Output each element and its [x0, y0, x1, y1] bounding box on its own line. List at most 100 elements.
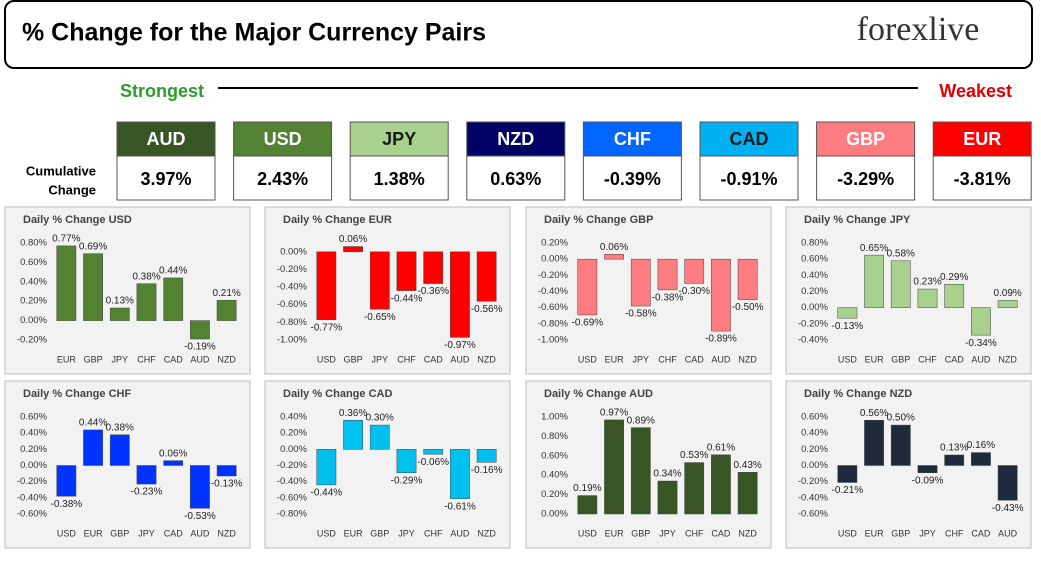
x-tick-label: AUD — [998, 528, 1018, 538]
y-tick-label: -0.40% — [277, 282, 308, 293]
bar — [971, 307, 991, 336]
x-tick-label: EUR — [605, 528, 625, 538]
value-label: 0.61% — [707, 442, 735, 453]
value-label: 0.06% — [159, 448, 187, 459]
y-tick-label: -0.80% — [538, 318, 569, 329]
bar — [944, 454, 965, 466]
x-tick-label: NZD — [217, 528, 236, 538]
bar — [343, 246, 363, 253]
bar — [56, 245, 77, 321]
chart-title: Daily % Change USD — [23, 214, 132, 226]
x-tick-label: GBP — [891, 528, 910, 538]
bar — [917, 288, 938, 308]
x-tick-label: EUR — [344, 528, 364, 538]
y-tick-label: -0.80% — [277, 317, 308, 328]
tile-header — [466, 121, 566, 157]
tile-value-box — [349, 155, 449, 201]
bar — [737, 472, 758, 515]
value-label: -0.77% — [311, 322, 343, 333]
tile-change: 2.43% — [257, 169, 308, 189]
x-tick-label: AUD — [971, 354, 991, 364]
header-box — [4, 0, 1033, 69]
value-label: 0.21% — [212, 288, 240, 299]
tile-header — [582, 121, 682, 157]
bar — [190, 320, 210, 340]
y-tick-label: -1.00% — [277, 335, 308, 346]
y-tick-label: 0.20% — [20, 296, 47, 307]
value-label: -0.56% — [471, 304, 503, 315]
x-tick-label: CAD — [164, 354, 184, 364]
tile-currency: NZD — [497, 129, 534, 149]
chart-title: Daily % Change EUR — [283, 214, 392, 226]
x-tick-label: NZD — [477, 528, 496, 538]
value-label: -0.50% — [732, 302, 764, 313]
value-label: -0.16% — [471, 465, 503, 476]
y-tick-label: 0.80% — [20, 238, 47, 249]
value-label: -0.89% — [705, 334, 737, 345]
tile-value-box — [582, 155, 682, 201]
value-label: 0.06% — [600, 242, 628, 253]
value-label: -0.19% — [184, 342, 216, 353]
x-tick-label: GBP — [344, 354, 363, 364]
bar — [476, 251, 497, 302]
value-label: 0.44% — [159, 266, 187, 277]
tile-value-box — [699, 155, 799, 201]
value-label: 0.69% — [79, 241, 107, 252]
value-label: 0.53% — [680, 450, 708, 461]
bar — [423, 449, 444, 455]
x-tick-label: USD — [578, 354, 598, 364]
bar — [343, 419, 363, 450]
value-label: -0.65% — [364, 312, 396, 323]
bar — [864, 254, 884, 308]
bar — [577, 495, 598, 515]
bar — [864, 419, 884, 466]
bar — [369, 424, 390, 450]
value-label: 0.13% — [940, 443, 968, 454]
value-label: 0.77% — [52, 234, 80, 245]
x-tick-label: NZD — [217, 354, 236, 364]
bar — [190, 465, 210, 509]
value-label: -0.38% — [652, 293, 684, 304]
y-tick-label: -0.60% — [538, 302, 569, 313]
tile-currency: CHF — [614, 129, 651, 149]
y-tick-label: -0.20% — [17, 476, 48, 487]
x-tick-label: USD — [578, 528, 598, 538]
bar — [630, 258, 651, 307]
value-label: -0.69% — [572, 318, 604, 329]
y-tick-label: 0.60% — [801, 412, 828, 423]
y-tick-label: 0.80% — [541, 431, 568, 442]
tile-header — [699, 121, 799, 157]
x-tick-label: CHF — [397, 354, 416, 364]
x-tick-label: CHF — [137, 354, 156, 364]
y-tick-label: 0.40% — [280, 412, 307, 423]
x-tick-label: NZD — [998, 354, 1017, 364]
logo: forexlive — [857, 11, 980, 48]
value-label: -0.44% — [311, 488, 343, 499]
y-tick-label: 0.60% — [801, 254, 828, 265]
y-tick-label: 0.40% — [801, 270, 828, 281]
tile-header — [349, 121, 449, 157]
x-tick-label: CHF — [918, 354, 937, 364]
value-label: 0.36% — [339, 408, 367, 419]
value-label: -0.61% — [444, 501, 476, 512]
x-tick-label: USD — [838, 528, 858, 538]
y-tick-label: -0.60% — [277, 492, 308, 503]
y-tick-label: 0.60% — [20, 257, 47, 268]
bar — [657, 258, 678, 291]
tile-currency: CAD — [730, 129, 769, 149]
x-tick-label: GBP — [370, 528, 389, 538]
tile-value-box — [816, 155, 916, 201]
x-tick-label: JPY — [659, 528, 676, 538]
y-tick-label: -0.60% — [277, 299, 308, 310]
y-tick-label: 0.00% — [20, 315, 47, 326]
y-tick-label: -0.20% — [538, 270, 569, 281]
x-tick-label: CHF — [685, 528, 704, 538]
tile-value-box — [233, 155, 333, 201]
value-label: 0.30% — [366, 413, 394, 424]
x-tick-label: NZD — [477, 354, 496, 364]
tile-change: 1.38% — [374, 169, 425, 189]
chart-title: Daily % Change GBP — [544, 214, 653, 226]
y-tick-label: -0.20% — [798, 318, 829, 329]
y-tick-label: 0.20% — [280, 428, 307, 439]
y-tick-label: -0.40% — [798, 335, 829, 346]
